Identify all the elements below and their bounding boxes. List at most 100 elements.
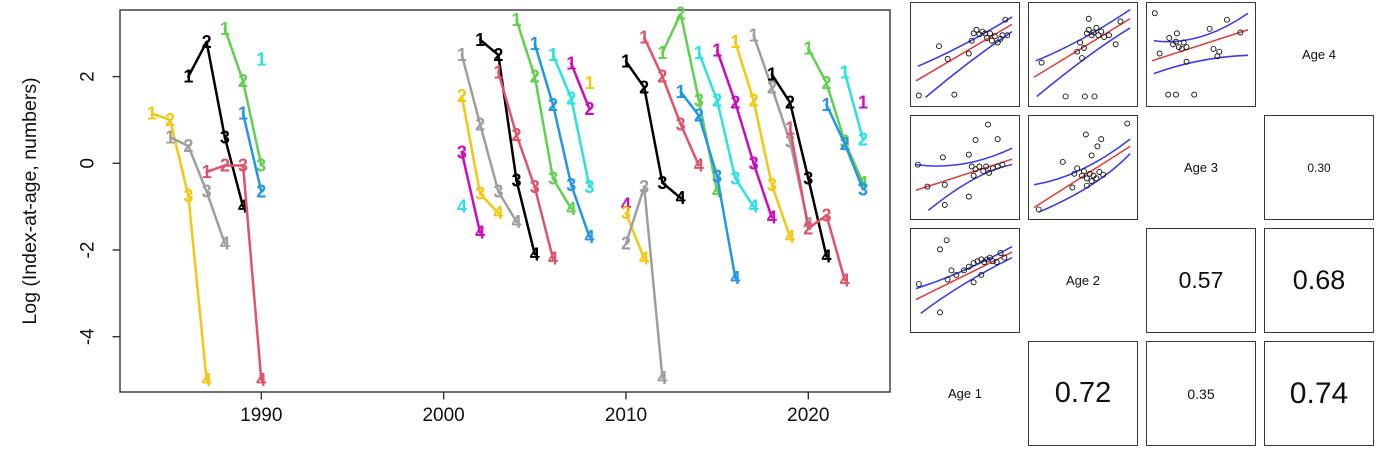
age-marker: 4 <box>749 197 759 217</box>
data-point <box>1002 16 1009 23</box>
data-point <box>1091 93 1098 100</box>
data-point <box>936 246 943 253</box>
scatter-panel-age2-vs-age1 <box>910 228 1020 333</box>
age-marker: 1 <box>256 49 266 69</box>
data-point <box>1165 91 1172 98</box>
data-point <box>973 26 980 33</box>
correlation-value: 0.74 <box>1289 376 1349 410</box>
age-marker: 1 <box>202 162 212 182</box>
age-marker: 1 <box>220 19 230 39</box>
age-marker: 1 <box>858 93 868 113</box>
lower-band-curve <box>1153 54 1249 75</box>
plot-box <box>119 9 891 393</box>
age-marker: 2 <box>256 181 266 201</box>
age-marker: 2 <box>584 99 594 119</box>
cohort-trace-2021: 123 <box>822 95 868 200</box>
data-point <box>953 271 960 278</box>
age-marker: 3 <box>548 168 558 188</box>
data-point <box>968 163 975 170</box>
fit-line <box>1033 145 1131 209</box>
correlation-value: 0.72 <box>1054 377 1112 409</box>
data-point <box>976 163 983 170</box>
age-marker: 3 <box>493 181 503 201</box>
age-marker: 3 <box>530 177 540 197</box>
cohort-trace-1984: 1 234 <box>147 103 212 390</box>
data-point <box>1088 178 1095 185</box>
cohort-trace-2022: 12 <box>840 62 868 149</box>
correlation-cell: 0.72 <box>1028 341 1138 446</box>
data-point <box>965 193 972 200</box>
age-marker: 4 <box>493 203 503 223</box>
data-point <box>1180 39 1187 46</box>
age-marker: 4 <box>639 249 649 269</box>
correlation-value: 0.68 <box>1292 265 1346 295</box>
diagonal-label-text: Age 2 <box>1066 273 1100 288</box>
data-point <box>970 30 977 37</box>
age-marker: 2 <box>530 67 540 87</box>
age-marker: 3 <box>220 127 230 147</box>
age-marker: 3 <box>238 155 248 175</box>
data-point <box>1001 254 1008 261</box>
age-marker: 1 <box>584 73 594 93</box>
age-marker: 2 <box>475 114 485 134</box>
age-marker: 1 <box>183 67 193 87</box>
age-marker: 1 <box>803 38 813 58</box>
age-marker: 1 <box>840 62 850 82</box>
data-point <box>1117 18 1124 25</box>
age-marker: 4 <box>566 199 576 219</box>
age-marker: 1 <box>147 103 157 123</box>
data-point <box>914 161 921 168</box>
age-marker: 3 <box>767 175 777 195</box>
age-marker: 4 <box>584 227 594 247</box>
data-point <box>1080 45 1087 51</box>
data-point <box>1035 206 1042 213</box>
age-marker: 2 <box>858 129 868 149</box>
age-marker: 1 <box>822 95 832 115</box>
correlation-value: 0.35 <box>1187 385 1215 402</box>
data-point <box>985 121 992 128</box>
diagonal-label-age-1: Age 1 <box>910 341 1020 446</box>
scatter-panel-age3-vs-age2 <box>1028 115 1138 220</box>
age-marker: 1 <box>730 32 740 52</box>
x-tick-label: 2010 <box>605 405 647 426</box>
x-axis: 1990 2000 2010 2020 <box>240 392 829 426</box>
upper-band-curve <box>1035 8 1131 62</box>
age-marker: 3 <box>512 171 522 191</box>
y-tick-label: 2 <box>78 71 99 82</box>
fit-line <box>1033 18 1131 78</box>
age-marker: 2 <box>767 77 777 97</box>
data-point <box>939 154 946 161</box>
data-point <box>915 92 922 99</box>
scatter-panel-age3-vs-age1 <box>910 115 1020 220</box>
age-marker: 2 <box>840 134 850 154</box>
data-point <box>1124 120 1131 127</box>
age-marker: 2 <box>749 90 759 110</box>
data-point <box>1098 28 1105 35</box>
upper-band-curve <box>915 245 1013 290</box>
data-point <box>1083 182 1090 189</box>
age-marker: 4 <box>712 181 722 201</box>
age-marker: 2 <box>238 71 248 91</box>
age-marker: 1 <box>530 34 540 54</box>
age-marker: 3 <box>858 179 868 199</box>
age-marker: 2 <box>712 90 722 110</box>
data-point <box>1172 91 1179 98</box>
age-marker: 4 <box>840 270 850 290</box>
data-point <box>1096 169 1103 175</box>
data-point <box>1100 171 1107 178</box>
age-marker: 2 <box>639 77 649 97</box>
scatter-panel-canvas <box>915 237 1013 316</box>
data-point <box>1080 168 1087 175</box>
data-point <box>972 137 979 143</box>
data-point <box>944 276 951 283</box>
age-marker: 4 <box>457 197 467 217</box>
cohort-trace-2023: 1 <box>858 93 868 113</box>
age-marker: 1 <box>566 54 576 74</box>
scatter-panel-canvas <box>1033 120 1131 213</box>
age-marker: 2 <box>548 95 558 115</box>
y-tick-label: 0 <box>78 158 99 169</box>
data-point <box>1081 93 1088 100</box>
